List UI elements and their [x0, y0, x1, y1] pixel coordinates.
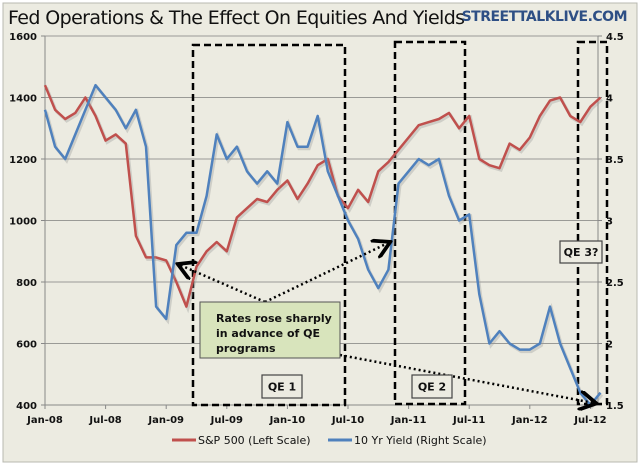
- legend-label: 10 Yr Yield (Right Scale): [354, 434, 487, 447]
- right-tick-label: 2: [606, 340, 613, 351]
- left-tick-label: 400: [16, 401, 37, 412]
- x-tick-label: Jul-08: [88, 415, 121, 426]
- qe2-label-box: [411, 374, 453, 399]
- series-lines: [43, 83, 604, 410]
- x-tick-label: Jan-10: [269, 415, 306, 426]
- note-text: programs: [216, 342, 276, 355]
- gridlines: [45, 35, 598, 344]
- left-tick-label: 1200: [9, 155, 37, 166]
- chart-title: Fed Operations & The Effect On Equities …: [8, 7, 464, 29]
- right-tick-label: 2.5: [606, 278, 624, 289]
- left-tick-label: 1600: [9, 32, 37, 43]
- right-tick-label: 3: [606, 217, 613, 228]
- x-tick-label: Jul-11: [452, 415, 485, 426]
- x-tick-label: Jul-12: [573, 415, 606, 426]
- x-tick-label: Jul-09: [210, 415, 243, 426]
- dotted-arrow: [339, 353, 594, 403]
- series-line-sp500: [43, 84, 602, 308]
- qe2-label: QE 2: [418, 381, 446, 394]
- legend-label: S&P 500 (Left Scale): [198, 434, 311, 447]
- right-tick-label: 4.5: [606, 32, 624, 43]
- qe3-label: QE 3?: [564, 246, 599, 259]
- right-tick-label: 1.5: [606, 401, 624, 412]
- axes: 400 600 800 1000 1200 1400 1600 1.5 2 2.5 3 3.5 4 4.5…: [9, 32, 624, 426]
- series-line-10yr-yield: [43, 83, 602, 407]
- qe1-label: QE 1: [268, 381, 296, 394]
- left-tick-label: 1400: [9, 94, 37, 105]
- x-tick-label: Jan-12: [511, 415, 548, 426]
- x-tick-label: Jan-11: [390, 415, 427, 426]
- right-tick-label: 4: [606, 94, 613, 105]
- qe3-label-box: [559, 240, 603, 264]
- left-tick-label: 800: [16, 278, 37, 289]
- x-tick-label: Jan-08: [26, 415, 63, 426]
- brand-logo: STREETTALKLIVE.COM: [462, 9, 627, 25]
- annotations: Rates rose sharply in advance of QE progra…: [180, 240, 603, 403]
- note-box: [199, 301, 341, 359]
- x-tick-label: Jan-09: [147, 415, 184, 426]
- x-tick-label: Jul-10: [331, 415, 364, 426]
- left-tick-label: 600: [16, 340, 37, 351]
- qe1-region: [191, 43, 347, 407]
- dotted-arrow: [180, 265, 266, 304]
- qe3-region: [576, 40, 609, 406]
- left-tick-label: 1000: [9, 217, 37, 228]
- note-text: in advance of QE: [216, 327, 320, 340]
- legend: S&P 500 (Left Scale) 10 Yr Yield (Right S…: [172, 434, 487, 447]
- note-text: Rates rose sharply: [216, 312, 332, 325]
- qe1-label-box: [261, 374, 303, 399]
- right-tick-label: 3.5: [606, 155, 624, 166]
